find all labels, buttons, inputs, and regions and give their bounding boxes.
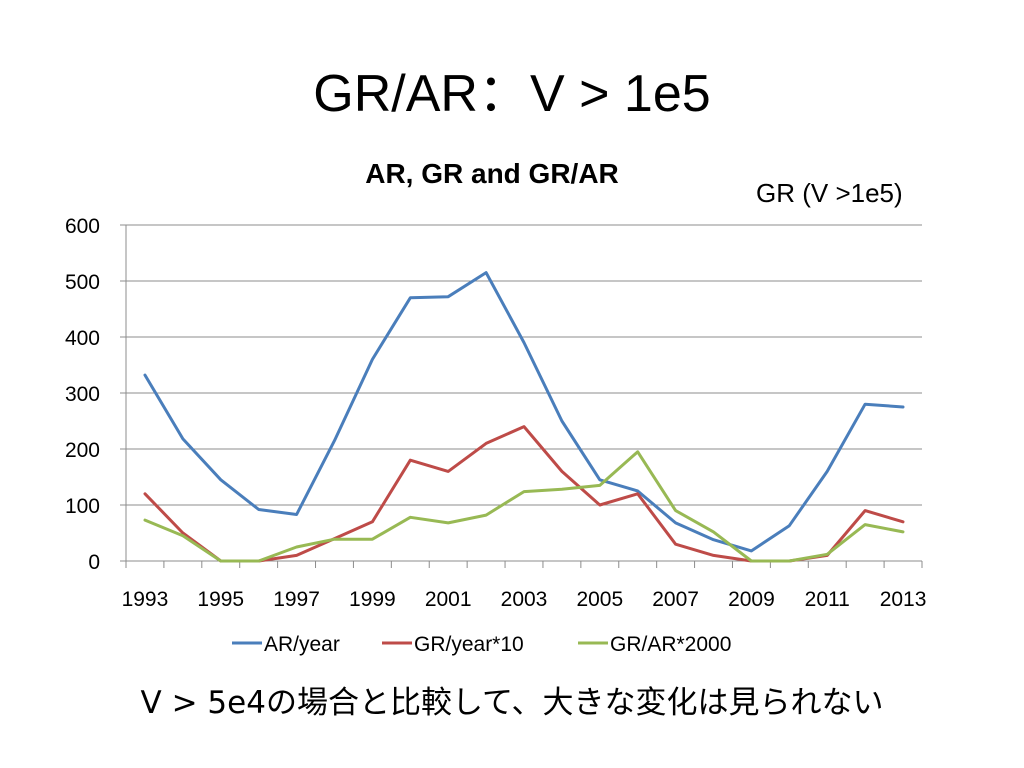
series-line-gr-ar-2000 (143, 450, 905, 563)
legend-label: AR/year (264, 633, 340, 656)
y-tick-label: 400 (65, 327, 100, 350)
series-line-gr-year-10 (143, 425, 905, 563)
y-tick-label: 100 (65, 495, 100, 518)
x-tick-label: 2003 (501, 588, 548, 611)
x-tick-label: 2011 (805, 588, 850, 611)
side-note: GR (V >1e5) (756, 178, 903, 208)
x-tick-label: 2001 (425, 588, 472, 611)
x-tick-label: 2013 (880, 588, 927, 611)
y-tick-label: 0 (88, 551, 100, 574)
y-tick-label: 300 (65, 383, 100, 406)
x-tick-label: 2005 (576, 588, 623, 611)
x-tick-label: 1995 (197, 588, 244, 611)
tick-labels: 0 100 200 300 400 500 600 1993 1995 1997 1999 2001 2… (65, 215, 926, 611)
gridlines (126, 224, 922, 506)
slide-title: GR/AR：V > 1e5 (313, 65, 711, 123)
chart-title: AR, GR and GR/AR (365, 158, 619, 189)
y-tick-label: 200 (65, 439, 100, 462)
x-tick-label: 2009 (728, 588, 775, 611)
x-tick-label: 1993 (122, 588, 169, 611)
x-tick-label: 1999 (349, 588, 396, 611)
legend-label: GR/AR*2000 (610, 633, 731, 656)
y-tick-label: 600 (65, 215, 100, 238)
y-tick-label: 500 (65, 271, 100, 294)
axes (120, 224, 923, 568)
series-lines (143, 271, 905, 563)
x-tick-label: 1997 (273, 588, 320, 611)
x-tick-label: 2007 (652, 588, 699, 611)
footnote: V > 5e4の場合と比較して、大きな変化は見られない (140, 685, 884, 721)
legend: AR/year GR/year*10 GR/AR*2000 (232, 633, 731, 656)
series-line-ar-year (143, 271, 905, 553)
legend-label: GR/year*10 (414, 633, 524, 656)
